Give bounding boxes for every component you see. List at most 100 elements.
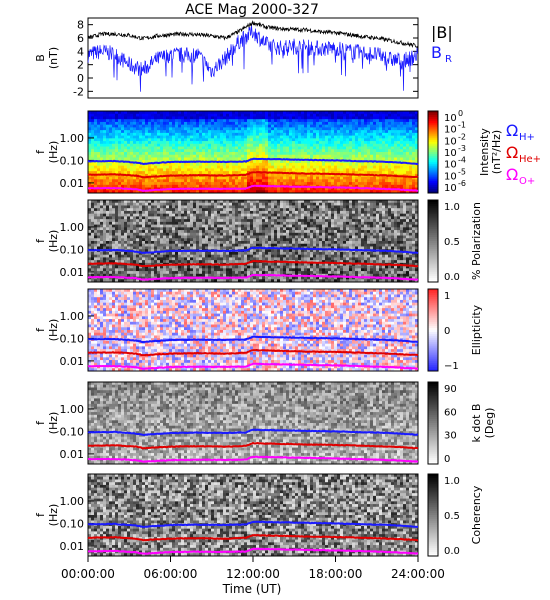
spectrogram-cell (202, 179, 206, 183)
spectrogram-cell (292, 138, 296, 142)
spectrogram-cell (256, 143, 260, 147)
spectrogram-cell (247, 146, 251, 150)
spectrogram-cell (412, 168, 416, 172)
spectrogram-cell (106, 219, 110, 223)
spectrogram-cell (100, 190, 104, 194)
spectrogram-cell (283, 162, 287, 167)
spectrogram-cell (349, 132, 353, 136)
intensity-ylabel: f (Hz) (34, 141, 60, 164)
spectrogram-cell (277, 187, 281, 191)
spectrogram-cell (397, 154, 401, 158)
spectrogram-cell (187, 119, 191, 123)
spectrogram-cell (139, 265, 143, 269)
spectrogram-cell (367, 149, 371, 153)
spectrogram-cell (295, 111, 299, 115)
spectrogram-cell (166, 179, 170, 183)
spectrogram-cell (415, 111, 419, 115)
spectrogram-cell (121, 143, 125, 147)
spectrogram-cell (145, 268, 149, 272)
spectrogram-cell (178, 113, 182, 117)
spectrogram-cell (97, 179, 101, 183)
spectrogram-cell (400, 154, 404, 158)
spectrogram-cell (259, 187, 263, 191)
spectrogram-cell (244, 200, 248, 204)
spectrogram-cell (109, 168, 113, 172)
spectrogram-cell (124, 268, 128, 272)
spectrogram-cell (289, 124, 293, 128)
spectrogram-cell (160, 224, 164, 228)
spectrogram-cell (262, 116, 266, 120)
spectrogram-cell (130, 238, 134, 242)
spectrogram-cell (406, 149, 410, 153)
spectrogram-cell (118, 216, 122, 220)
spectrogram-cell (157, 176, 161, 180)
spectrogram-cell (106, 271, 110, 275)
spectrogram-cell (109, 146, 113, 150)
spectrogram-cell (145, 254, 149, 258)
spectrogram-cell (265, 162, 269, 167)
spectrogram-cell (280, 152, 284, 156)
spectrogram-cell (223, 154, 227, 158)
spectrogram-cell (268, 132, 272, 136)
spectrogram-cell (244, 232, 248, 236)
spectrogram-cell (265, 154, 269, 158)
spectrogram-cell (322, 165, 326, 169)
spectrogram-cell (193, 230, 197, 234)
spectrogram-cell (211, 230, 215, 234)
spectrogram-cell (220, 184, 224, 188)
spectrogram-cell (103, 230, 107, 234)
spectrogram-cell (304, 152, 308, 156)
spectrogram-cell (394, 135, 398, 139)
spectrogram-cell (319, 116, 323, 120)
spectrogram-cell (331, 152, 335, 156)
spectrogram-cell (124, 200, 128, 204)
spectrogram-cell (334, 113, 338, 117)
spectrogram-cell (310, 187, 314, 191)
spectrogram-cell (172, 182, 176, 186)
spectrogram-cell (226, 130, 230, 134)
spectrogram-cell (106, 165, 110, 169)
spectrogram-cell (172, 171, 176, 175)
spectrogram-cell (124, 121, 128, 126)
spectrogram-cell (322, 182, 326, 186)
spectrogram-cell (382, 141, 386, 145)
spectrogram-cell (262, 138, 266, 142)
spectrogram-cell (97, 221, 101, 225)
spectrogram-cell (106, 143, 110, 147)
spectrogram-cell (127, 130, 131, 134)
spectrogram-cell (406, 119, 410, 123)
spectrogram-cell (100, 149, 104, 153)
spectrogram-cell (403, 190, 407, 194)
spectrogram-cell (169, 241, 173, 245)
spectrogram-cell (169, 149, 173, 153)
spectrogram-cell (169, 205, 173, 209)
spectrogram-cell (148, 119, 152, 123)
spectrogram-cell (217, 213, 221, 217)
spectrogram-cell (265, 182, 269, 186)
spectrogram-cell (139, 262, 143, 266)
spectrogram-cell (355, 162, 359, 167)
spectrogram-cell (319, 138, 323, 142)
spectrogram-cell (214, 168, 218, 172)
spectrogram-cell (343, 162, 347, 167)
spectrogram-cell (385, 162, 389, 167)
spectrogram-cell (259, 135, 263, 139)
spectrogram-cell (283, 138, 287, 142)
spectrogram-cell (325, 179, 329, 183)
spectrogram-cell (142, 168, 146, 172)
spectrogram-cell (409, 176, 413, 180)
spectrogram-cell (94, 221, 98, 225)
spectrogram-cell (106, 208, 110, 212)
spectrogram-cell (232, 127, 236, 131)
spectrogram-cell (166, 238, 170, 242)
spectrogram-cell (349, 116, 353, 120)
spectrogram-cell (346, 130, 350, 134)
spectrogram-cell (109, 171, 113, 175)
spectrogram-cell (217, 200, 221, 204)
spectrogram-cell (277, 179, 281, 183)
spectrogram-cell (331, 135, 335, 139)
spectrogram-cell (229, 246, 233, 250)
spectrogram-cell (133, 154, 137, 158)
spectrogram-cell (181, 176, 185, 180)
spectrogram-cell (148, 249, 152, 253)
